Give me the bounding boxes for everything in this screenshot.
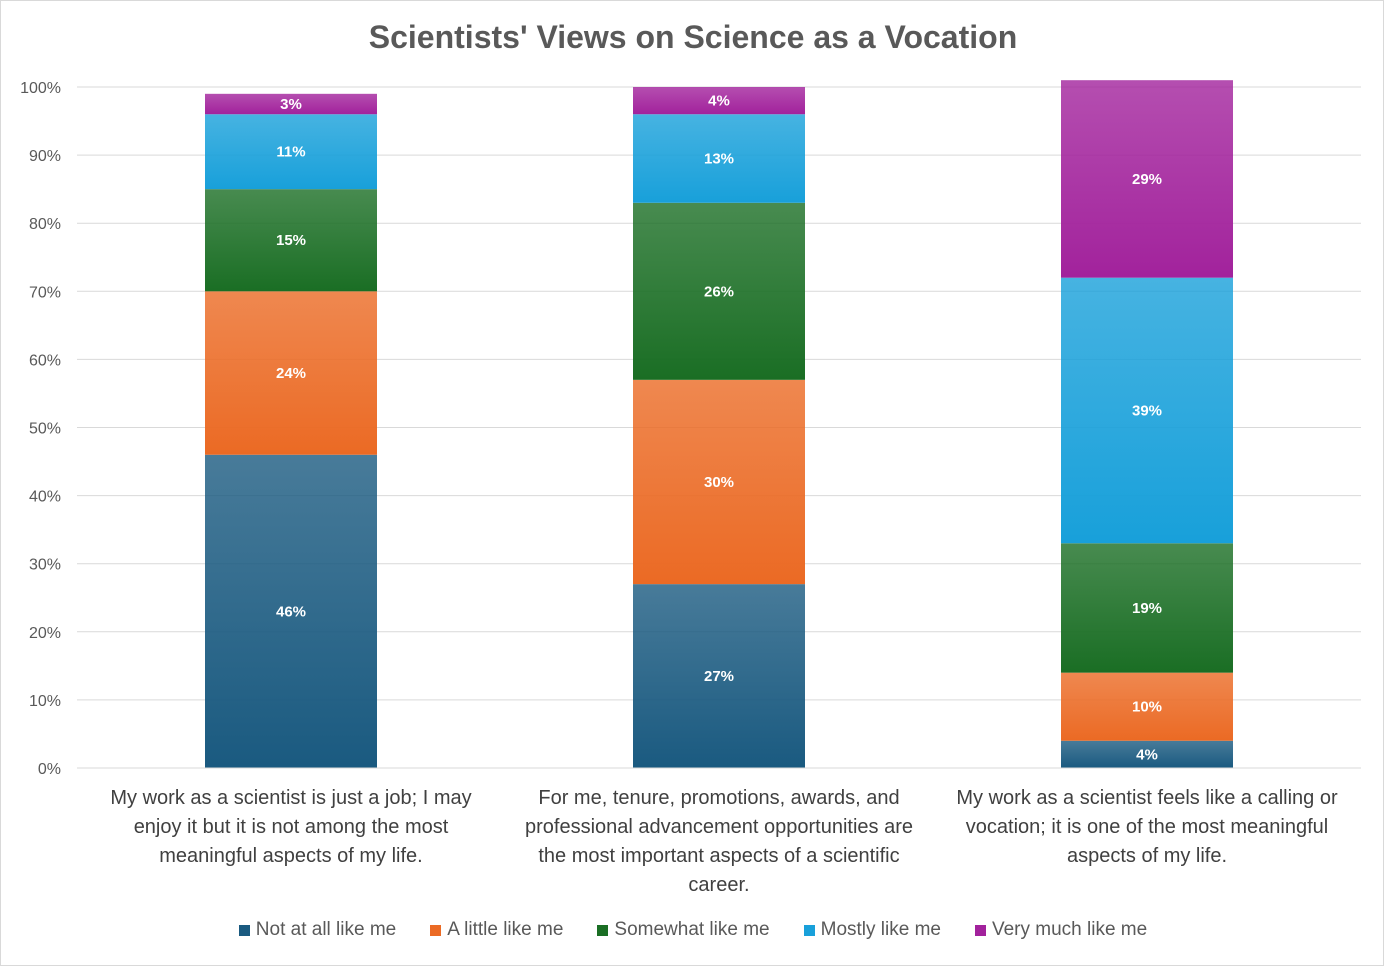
legend-label: A little like me [447, 919, 564, 940]
data-label: 30% [704, 474, 734, 491]
data-label: 24% [276, 365, 306, 382]
legend-swatch [803, 924, 815, 936]
legend-swatch [974, 924, 986, 936]
legend-item-mostly: Mostly like me [803, 919, 941, 941]
data-label: 11% [276, 144, 305, 161]
bar-segment [633, 87, 805, 115]
data-label: 27% [704, 668, 734, 685]
legend-item-not-at-all: Not at all like me [238, 919, 397, 941]
bar-segment [205, 189, 377, 292]
legend-item-very-much: Very much like me [974, 919, 1148, 941]
data-label: 46% [276, 603, 306, 620]
y-tick-label: 20% [29, 625, 61, 642]
data-label: 4% [708, 93, 730, 110]
category-label-2: For me, tenure, promotions, awards, and … [524, 787, 914, 896]
legend-label: Somewhat like me [614, 919, 770, 940]
category-label-1: My work as a scientist is just a job; I … [110, 787, 472, 867]
data-label: 4% [1136, 746, 1158, 763]
y-tick-label: 80% [29, 216, 61, 233]
bar-segment [1061, 277, 1233, 544]
data-label: 10% [1132, 699, 1162, 716]
y-tick-label: 30% [29, 557, 61, 574]
legend-label: Mostly like me [820, 919, 941, 940]
bar-segment [633, 114, 805, 203]
data-label: 19% [1132, 600, 1162, 617]
bar-segment [633, 379, 805, 585]
legend-swatch [238, 924, 250, 936]
bar-segment [633, 584, 805, 768]
legend-item-a-little: A little like me [430, 919, 563, 941]
y-tick-label: 0% [38, 761, 61, 778]
legend-label: Very much like me [991, 919, 1148, 940]
legend: Not at all like me A little like me Some… [1, 919, 1384, 941]
y-tick-label: 60% [29, 352, 61, 369]
data-label: 15% [276, 232, 306, 249]
bar-segment [1061, 672, 1233, 741]
data-label: 26% [704, 283, 734, 300]
data-label: 3% [280, 96, 302, 113]
bar-segment [205, 93, 377, 115]
y-tick-label: 10% [29, 693, 61, 710]
legend-item-somewhat: Somewhat like me [597, 919, 770, 941]
chart-title: Scientists' Views on Science as a Vocati… [368, 19, 1018, 55]
bar-segment [1061, 740, 1233, 768]
bar-segment [205, 114, 377, 190]
y-tick-label: 40% [29, 489, 61, 506]
bar-segment [205, 291, 377, 455]
category-label-3: My work as a scientist feels like a call… [956, 787, 1338, 867]
bar-segment [633, 202, 805, 380]
legend-swatch [430, 924, 442, 936]
bar-segment [1061, 80, 1233, 278]
y-tick-label: 50% [29, 421, 61, 438]
y-tick-label: 100% [20, 80, 61, 97]
y-tick-label: 70% [29, 284, 61, 301]
legend-swatch [597, 924, 609, 936]
legend-label: Not at all like me [255, 919, 397, 940]
data-label: 29% [1132, 171, 1162, 188]
data-label: 39% [1132, 402, 1162, 419]
data-label: 13% [704, 151, 734, 168]
bar-segment [205, 454, 377, 768]
bar-segment [1061, 543, 1233, 673]
y-tick-label: 90% [29, 148, 61, 165]
